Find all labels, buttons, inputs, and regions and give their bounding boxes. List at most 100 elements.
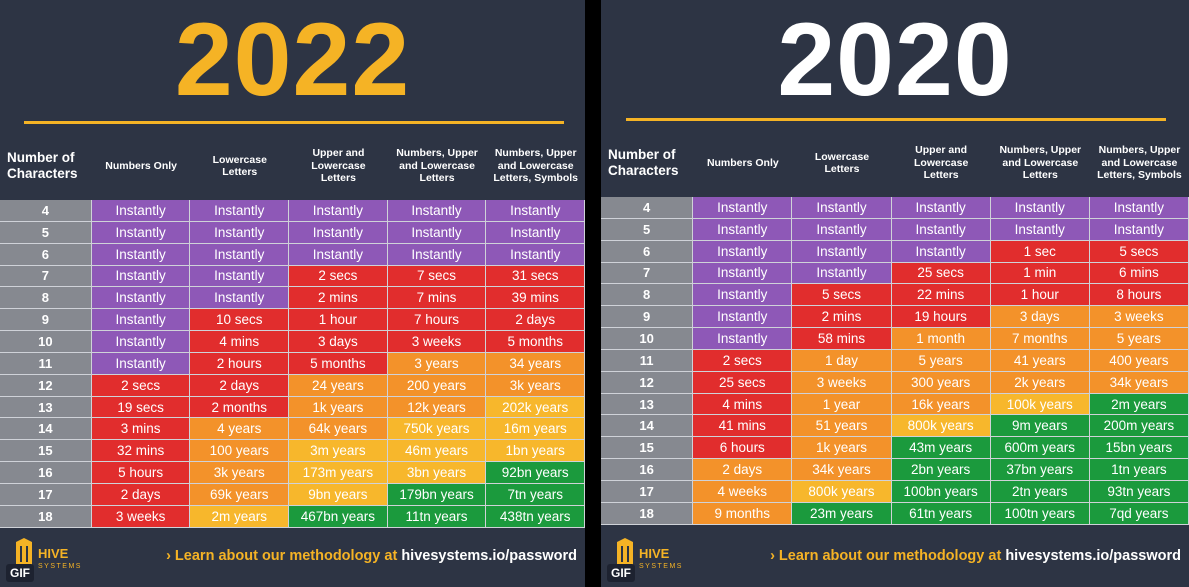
crack-time-cell: 61tn years xyxy=(891,502,991,525)
character-count-cell: 10 xyxy=(0,331,92,353)
crack-time-cell: 7 months xyxy=(990,328,1090,350)
crack-time-cell: 2 months xyxy=(190,396,290,419)
column-header: Numbers Only xyxy=(105,159,178,172)
character-count-cell: 8 xyxy=(601,284,694,307)
crack-time-cell: Instantly xyxy=(289,243,388,266)
crack-time-cell: 1 hour xyxy=(289,309,388,332)
crack-time-cell: 100 years xyxy=(190,440,290,463)
crack-time-cell: Instantly xyxy=(91,331,191,353)
password-table: 4 Instantly Instantly Instantly Instantly Ins… xyxy=(601,197,1189,525)
crack-time-cell: 179bn years xyxy=(387,483,487,506)
character-count-cell: 6 xyxy=(0,243,92,266)
crack-time-cell: Instantly xyxy=(990,197,1090,219)
column-header: Upper and Lowercase Letters xyxy=(311,147,366,185)
character-count-cell: 9 xyxy=(0,309,92,332)
character-count-cell: 10 xyxy=(601,328,694,350)
crack-time-cell: 34k years xyxy=(792,459,892,481)
crack-time-cell: Instantly xyxy=(289,200,388,222)
crack-time-cell: 24 years xyxy=(289,374,388,397)
crack-time-cell: 9bn years xyxy=(289,483,388,506)
crack-time-cell: 25 secs xyxy=(891,262,991,285)
cta-url[interactable]: hivesystems.io/password xyxy=(1005,548,1181,564)
crack-time-cell: Instantly xyxy=(693,328,793,350)
crack-time-cell: 2 hours xyxy=(190,352,290,375)
character-count-cell: 15 xyxy=(601,437,694,460)
crack-time-cell: 43m years xyxy=(891,437,991,460)
character-count-cell: 7 xyxy=(601,262,694,285)
crack-time-cell: Instantly xyxy=(792,218,892,241)
character-count-cell: 13 xyxy=(0,396,92,419)
crack-time-cell: 93tn years xyxy=(1089,480,1189,503)
password-table: 4 Instantly Instantly Instantly Instantly Ins… xyxy=(0,200,585,528)
crack-time-cell: 1 month xyxy=(891,328,991,350)
column-header: Numbers, Upper and Lowercase Letters, Sy… xyxy=(493,147,578,185)
column-header: Numbers Only xyxy=(706,156,779,169)
crack-time-cell: 6 hours xyxy=(693,437,793,460)
crack-time-cell: Instantly xyxy=(1089,197,1189,219)
crack-time-cell: 7qd years xyxy=(1089,502,1189,525)
crack-time-cell: 22 mins xyxy=(891,284,991,307)
crack-time-cell: 16m years xyxy=(486,418,585,441)
crack-time-cell: 3bn years xyxy=(387,462,487,484)
crack-time-cell: 1 min xyxy=(990,262,1090,285)
cta-url[interactable]: hivesystems.io/password xyxy=(401,548,577,564)
crack-time-cell: Instantly xyxy=(190,265,290,288)
character-count-cell: 12 xyxy=(601,371,694,394)
table-row: 7 Instantly Instantly 25 secs 1 min 6 mins xyxy=(601,262,1189,285)
crack-time-cell: 16k years xyxy=(891,393,991,416)
crack-time-cell: Instantly xyxy=(486,200,585,222)
crack-time-cell: 3 mins xyxy=(91,418,191,441)
crack-time-cell: Instantly xyxy=(91,243,191,266)
crack-time-cell: Instantly xyxy=(1089,218,1189,241)
crack-time-cell: Instantly xyxy=(387,243,487,266)
crack-time-cell: 3 weeks xyxy=(387,331,487,353)
character-count-cell: 15 xyxy=(0,440,92,463)
crack-time-cell: 2m years xyxy=(1089,393,1189,416)
methodology-link[interactable]: › Learn about our methodology at hivesys… xyxy=(166,548,577,564)
crack-time-cell: Instantly xyxy=(190,221,290,244)
crack-time-cell: 2 secs xyxy=(693,349,793,372)
crack-time-cell: 6 mins xyxy=(1089,262,1189,285)
crack-time-cell: 100bn years xyxy=(891,480,991,503)
crack-time-cell: 400 years xyxy=(1089,349,1189,372)
column-header: Numbers, Upper and Lowercase Letters xyxy=(396,147,478,185)
crack-time-cell: 1k years xyxy=(289,396,388,419)
crack-time-cell: Instantly xyxy=(387,221,487,244)
cta-prefix: › Learn about our methodology at xyxy=(770,548,1002,564)
crack-time-cell: 4 mins xyxy=(190,331,290,353)
methodology-link[interactable]: › Learn about our methodology at hivesys… xyxy=(770,548,1181,564)
crack-time-cell: Instantly xyxy=(190,243,290,266)
crack-time-cell: Instantly xyxy=(792,197,892,219)
character-count-cell: 11 xyxy=(601,349,694,372)
footer: HIVE SYSTEMS GIF › Learn about our metho… xyxy=(601,527,1189,587)
character-count-cell: 11 xyxy=(0,352,92,375)
crack-time-cell: 2m years xyxy=(190,505,290,528)
crack-time-cell: Instantly xyxy=(387,200,487,222)
crack-time-cell: 3 weeks xyxy=(1089,306,1189,329)
crack-time-cell: 19 hours xyxy=(891,306,991,329)
character-count-cell: 17 xyxy=(601,480,694,503)
table-row: 15 6 hours 1k years 43m years 600m years 15bn… xyxy=(601,437,1189,460)
crack-time-cell: 2 days xyxy=(190,374,290,397)
crack-time-cell: 300 years xyxy=(891,371,991,394)
table-row: 17 4 weeks 800k years 100bn years 2tn years 9… xyxy=(601,480,1189,503)
column-header: Numbers, Upper and Lowercase Letters, Sy… xyxy=(1097,144,1182,182)
gif-badge: GIF xyxy=(6,564,34,582)
table-row: 5 Instantly Instantly Instantly Instantly Ins… xyxy=(601,218,1189,241)
header-row: Number of Characters Numbers Only Lowercas… xyxy=(601,132,1189,194)
crack-time-cell: Instantly xyxy=(891,218,991,241)
crack-time-cell: 51 years xyxy=(792,415,892,438)
table-row: 4 Instantly Instantly Instantly Instantly Ins… xyxy=(0,200,585,222)
character-count-cell: 5 xyxy=(601,218,694,241)
character-count-cell: 4 xyxy=(0,200,92,222)
crack-time-cell: Instantly xyxy=(792,240,892,263)
table-row: 8 Instantly Instantly 2 mins 7 mins 39 mins xyxy=(0,287,585,310)
hive-systems-logo: HIVE SYSTEMS xyxy=(16,538,80,570)
footer: HIVE SYSTEMS GIF › Learn about our metho… xyxy=(0,527,585,587)
crack-time-cell: 8 hours xyxy=(1089,284,1189,307)
crack-time-cell: 2 days xyxy=(693,459,793,481)
table-row: 7 Instantly Instantly 2 secs 7 secs 31 secs xyxy=(0,265,585,288)
crack-time-cell: 200m years xyxy=(1089,415,1189,438)
crack-time-cell: Instantly xyxy=(693,262,793,285)
column-header: Lowercase Letters xyxy=(212,153,267,179)
